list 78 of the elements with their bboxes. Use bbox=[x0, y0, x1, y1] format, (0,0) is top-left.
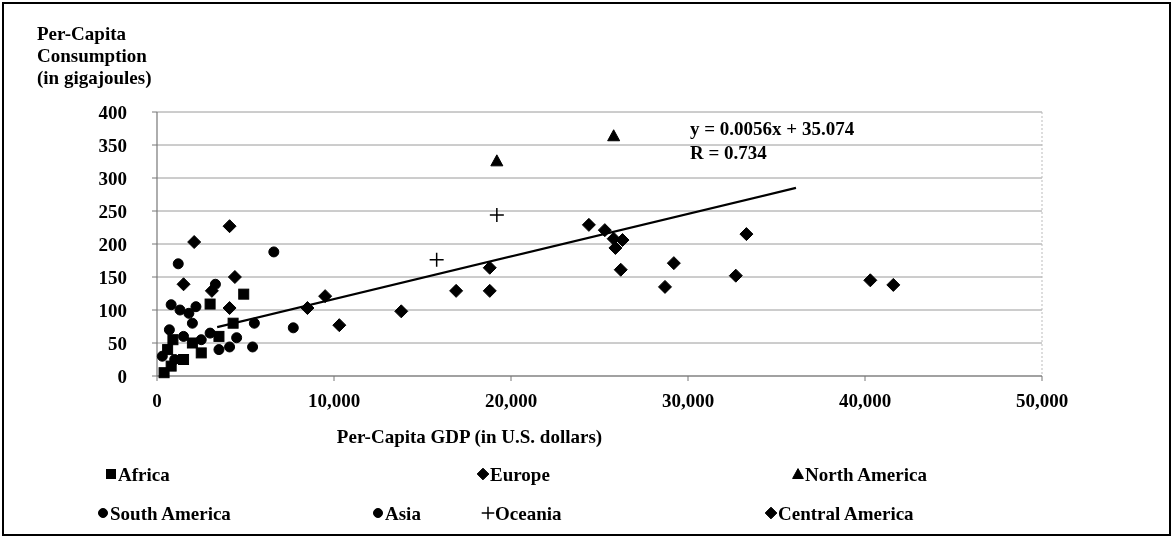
point bbox=[222, 301, 237, 316]
point bbox=[227, 270, 242, 284]
point bbox=[176, 277, 191, 292]
point bbox=[231, 332, 243, 344]
legend-label: Asia bbox=[385, 503, 422, 524]
point bbox=[863, 273, 878, 288]
legend-label: South America bbox=[110, 503, 232, 524]
point bbox=[597, 223, 612, 238]
point bbox=[174, 304, 186, 316]
point bbox=[482, 260, 497, 275]
point bbox=[613, 262, 628, 277]
point bbox=[213, 330, 225, 342]
y-tick-label: 350 bbox=[98, 134, 127, 156]
point bbox=[172, 258, 184, 270]
x-tick-label: 0 bbox=[152, 390, 162, 411]
y-tick-label: 0 bbox=[117, 365, 127, 387]
y-tick-label: 400 bbox=[98, 101, 127, 123]
point bbox=[156, 350, 168, 362]
point bbox=[287, 322, 299, 334]
point bbox=[222, 219, 237, 234]
annotation: y = 0.0056x + 35.074 bbox=[690, 118, 855, 139]
point bbox=[666, 256, 681, 271]
x-tick-label: 50,000 bbox=[1015, 390, 1069, 411]
point bbox=[213, 344, 225, 356]
y-tick-label: 50 bbox=[108, 332, 127, 354]
y-tick-label: 200 bbox=[98, 233, 127, 255]
point bbox=[490, 154, 504, 167]
legend-label: Oceania bbox=[495, 503, 562, 524]
point bbox=[158, 367, 170, 379]
point bbox=[238, 288, 250, 300]
point bbox=[318, 289, 333, 304]
point bbox=[449, 283, 464, 298]
legend-label: Africa bbox=[118, 464, 171, 485]
point bbox=[886, 277, 901, 292]
legend-label: Europe bbox=[490, 464, 550, 485]
point bbox=[178, 330, 190, 342]
y-tick-label: 100 bbox=[98, 299, 127, 321]
point bbox=[186, 337, 198, 349]
x-tick-label: 10,000 bbox=[307, 390, 361, 411]
point bbox=[248, 317, 260, 329]
point bbox=[394, 304, 409, 319]
legend-label: Central America bbox=[778, 503, 915, 524]
point bbox=[165, 299, 177, 311]
point bbox=[332, 318, 347, 333]
point bbox=[247, 341, 259, 353]
point bbox=[195, 347, 207, 359]
point bbox=[190, 301, 202, 313]
annotation: R = 0.734 bbox=[690, 142, 768, 163]
legend-label: North America bbox=[805, 464, 928, 485]
point bbox=[183, 307, 195, 319]
point bbox=[209, 278, 221, 290]
point bbox=[739, 227, 754, 242]
point bbox=[204, 298, 216, 310]
x-tick-label: 40,000 bbox=[838, 390, 892, 411]
point bbox=[186, 317, 198, 329]
point bbox=[728, 268, 743, 283]
point bbox=[581, 217, 596, 232]
x-axis-title: Per-Capita GDP (in U.S. dollars) bbox=[336, 426, 603, 448]
point bbox=[607, 129, 621, 142]
y-tick-label: 250 bbox=[98, 200, 127, 222]
y-tick-label: 300 bbox=[98, 167, 127, 189]
point bbox=[187, 235, 202, 250]
x-tick-label: 30,000 bbox=[661, 390, 715, 411]
y-tick-label: 150 bbox=[98, 266, 127, 288]
x-tick-label: 20,000 bbox=[484, 390, 538, 411]
y-axis-title: Per-Capita Consumption (in gigajoules) bbox=[37, 23, 152, 89]
point bbox=[268, 246, 280, 258]
point bbox=[195, 334, 207, 346]
point bbox=[657, 279, 672, 294]
point bbox=[482, 283, 497, 298]
point bbox=[489, 207, 505, 223]
point bbox=[204, 327, 216, 339]
point bbox=[428, 252, 445, 268]
point bbox=[163, 324, 175, 336]
point bbox=[224, 341, 236, 353]
point bbox=[608, 240, 623, 255]
point bbox=[167, 334, 179, 346]
point bbox=[615, 233, 630, 248]
